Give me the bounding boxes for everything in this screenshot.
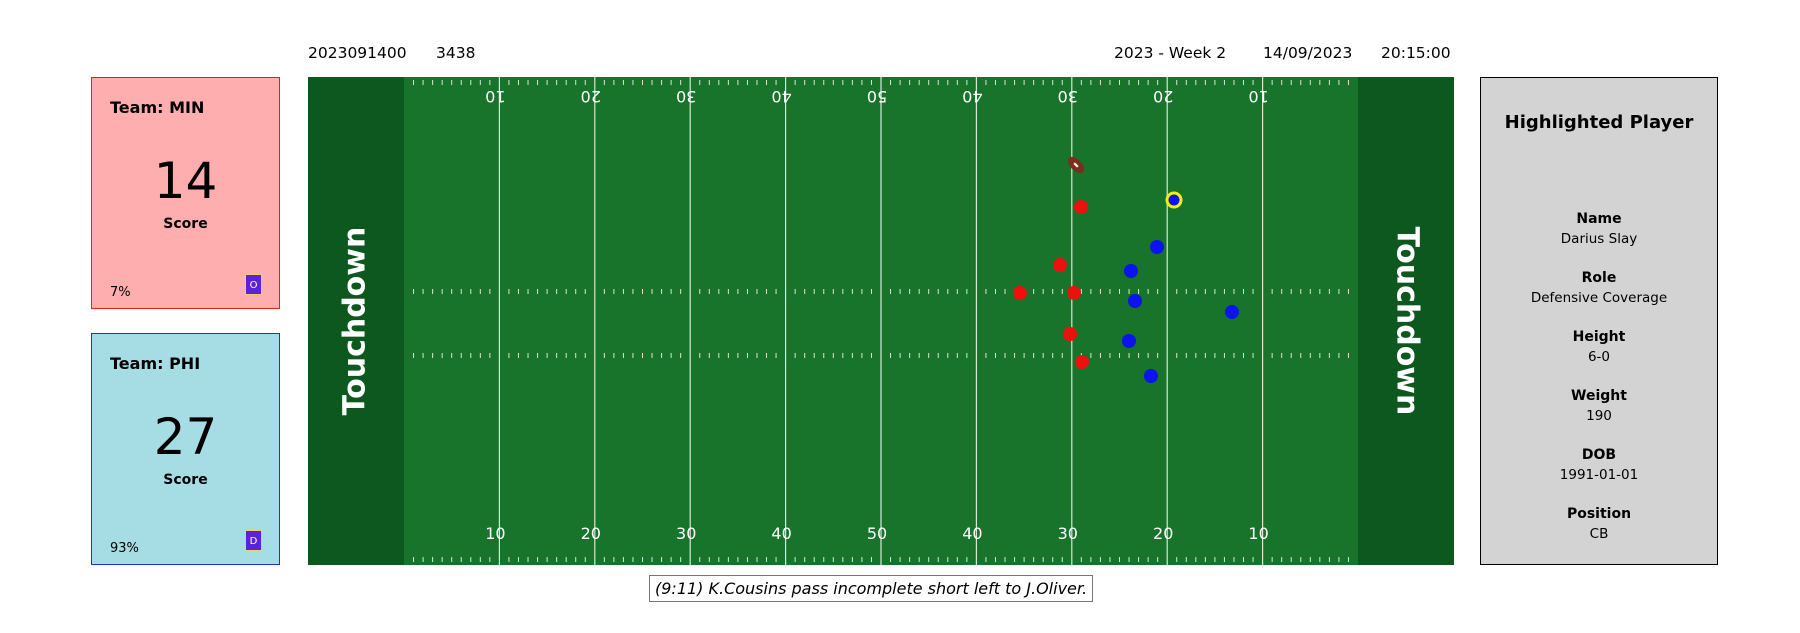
offense-player-marker[interactable]: [1074, 200, 1088, 214]
endzone-left-label: Touchdown: [338, 227, 373, 416]
panel-title: Highlighted Player: [1504, 112, 1694, 133]
defense-player-marker[interactable]: [1150, 240, 1164, 254]
field-value: Defensive Coverage: [1530, 290, 1668, 306]
defense-player-marker[interactable]: [1124, 264, 1138, 278]
yard-number: 10: [1248, 524, 1268, 543]
yard-number: 10: [1248, 87, 1268, 106]
yard-number: 30: [676, 87, 696, 106]
highlighted-player-panel: Highlighted Player Name Darius Slay Role…: [1480, 77, 1718, 565]
season-week: 2023 - Week 2: [1114, 44, 1227, 62]
field-label: DOB: [1581, 447, 1617, 463]
highlighted-player-marker[interactable]: [1165, 191, 1183, 209]
player-name-field: Name Darius Slay: [1481, 209, 1717, 249]
hash-marks: [413, 80, 1349, 562]
yard-number: 50: [867, 87, 887, 106]
player-weight-field: Weight 190: [1481, 386, 1717, 426]
yard-number: 40: [771, 87, 791, 106]
game-id: 2023091400: [308, 44, 407, 62]
yard-numbers-bottom: 10 20 30 40 50 40 30 20 10: [485, 524, 1269, 543]
team-card-defense: Team: PHI 27 Score 93% D: [91, 333, 280, 565]
offense-player-marker[interactable]: [1013, 286, 1027, 300]
offense-player-marker[interactable]: [1067, 286, 1081, 300]
defense-player-marker[interactable]: [1225, 305, 1239, 319]
player-position-field: Position CB: [1481, 504, 1717, 544]
team-card-offense: Team: MIN 14 Score 7% O: [91, 77, 280, 309]
yard-number: 10: [485, 524, 505, 543]
team-title: Team: PHI: [110, 354, 201, 373]
win-probability: 93%: [110, 541, 139, 556]
yard-number: 20: [1153, 524, 1173, 543]
play-id: 3438: [436, 44, 476, 62]
endzone-right: [1358, 77, 1454, 565]
possession-badge: O: [245, 274, 262, 295]
field-label: Weight: [1571, 388, 1627, 404]
field-label: Position: [1566, 506, 1632, 522]
endzone-right-label: Touchdown: [1390, 227, 1425, 416]
yard-number: 20: [581, 87, 601, 106]
yard-number: 30: [1058, 524, 1078, 543]
offense-player-marker[interactable]: [1053, 258, 1067, 272]
play-description: (9:11) K.Cousins pass incomplete short l…: [649, 575, 1094, 602]
possession-badge: D: [245, 530, 262, 551]
yard-number: 40: [962, 524, 982, 543]
field-label: Role: [1581, 270, 1617, 286]
field-label: Name: [1576, 211, 1622, 227]
players: [1013, 156, 1239, 383]
defense-player-marker[interactable]: [1144, 369, 1158, 383]
team-score-label: Score: [163, 216, 208, 232]
yard-number: 10: [485, 87, 505, 106]
player-height-field: Height 6-0: [1481, 327, 1717, 367]
field-value: 190: [1586, 408, 1612, 424]
team-score: 14: [153, 152, 218, 210]
endzone-left: [308, 77, 404, 565]
yard-number: 20: [1153, 87, 1173, 106]
yard-lines: [498, 77, 1264, 565]
yard-number: 20: [581, 524, 601, 543]
yard-number: 30: [1058, 87, 1078, 106]
player-role-field: Role Defensive Coverage: [1481, 268, 1717, 308]
defense-player-marker[interactable]: [1128, 294, 1142, 308]
team-score: 27: [153, 408, 218, 466]
team-title: Team: MIN: [110, 98, 205, 117]
football-icon: [1067, 156, 1085, 174]
field-value: Darius Slay: [1560, 231, 1638, 247]
yard-number: 40: [962, 87, 982, 106]
yard-number: 30: [676, 524, 696, 543]
field-value: 6-0: [1587, 349, 1611, 365]
offense-player-marker[interactable]: [1075, 355, 1089, 369]
game-date: 14/09/2023: [1263, 44, 1353, 62]
win-probability: 7%: [110, 285, 131, 300]
yard-number: 40: [771, 524, 791, 543]
football-field: 10 20 30 40 50 40 30 20 10 10 20 30 40 50 40 30 20 10 To…: [308, 77, 1454, 565]
field-label: Height: [1572, 329, 1626, 345]
player-dob-field: DOB 1991-01-01: [1481, 445, 1717, 485]
game-time: 20:15:00: [1381, 44, 1451, 62]
yard-number: 50: [867, 524, 887, 543]
field-value: CB: [1589, 526, 1609, 542]
field-value: 1991-01-01: [1559, 467, 1639, 483]
offense-player-marker[interactable]: [1063, 327, 1077, 341]
team-score-label: Score: [163, 472, 208, 488]
yard-numbers-top: 10 20 30 40 50 40 30 20 10: [485, 87, 1269, 106]
defense-player-marker[interactable]: [1122, 334, 1136, 348]
